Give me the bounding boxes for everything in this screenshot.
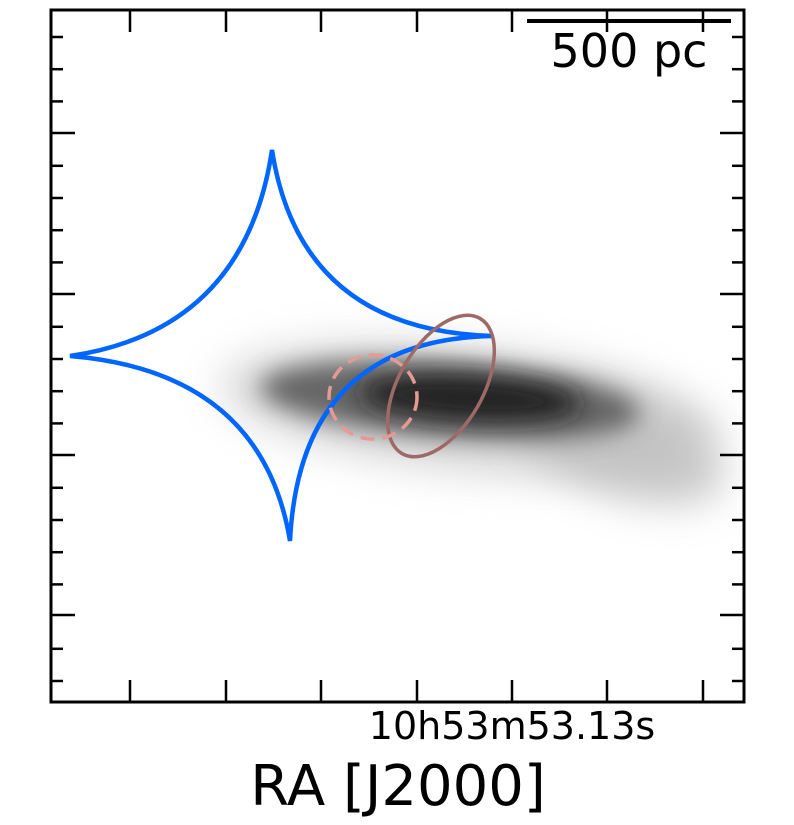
source-image xyxy=(221,343,725,506)
ellipse-solid xyxy=(385,313,497,459)
x-tick-label: 10h53m53.13s xyxy=(369,704,655,748)
plot-frame xyxy=(49,8,746,704)
axis-ticks xyxy=(51,10,744,702)
plot-area xyxy=(69,149,725,542)
x-axis-title: RA [J2000] xyxy=(250,754,545,819)
ellipse-dashed xyxy=(327,353,419,441)
scale-bar-label: 500 pc xyxy=(551,24,708,78)
caustic-curve xyxy=(69,149,493,542)
